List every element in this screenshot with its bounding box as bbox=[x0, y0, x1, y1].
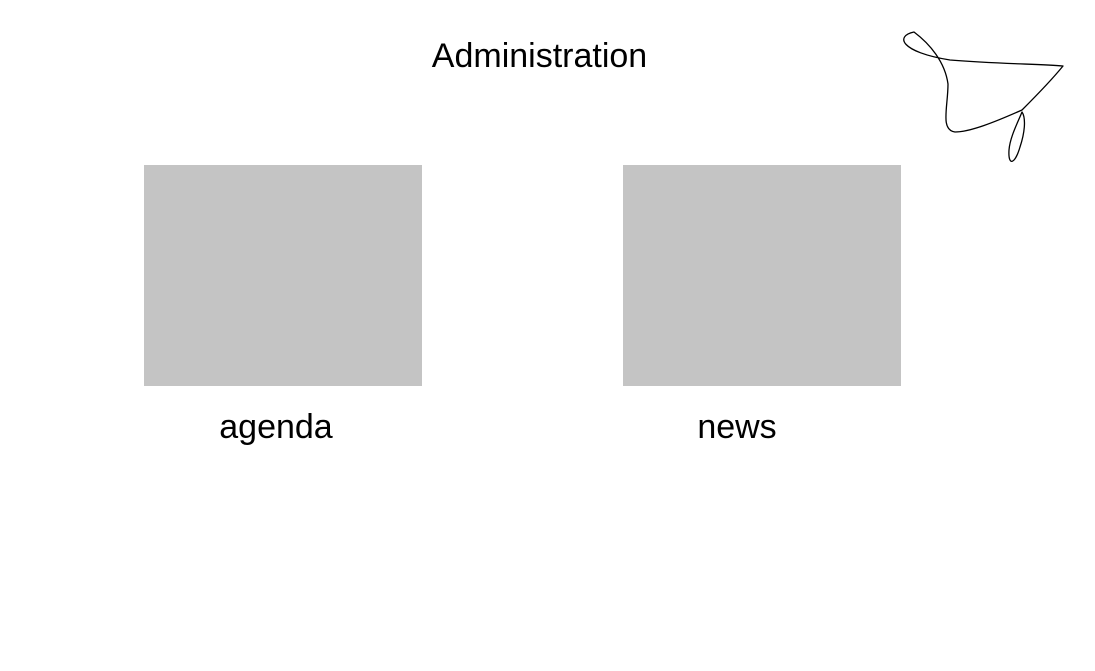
scribble-icon bbox=[903, 31, 1064, 162]
news-tile-label[interactable]: news bbox=[697, 408, 777, 446]
page-title: Administration bbox=[431, 37, 648, 75]
news-tile-image[interactable] bbox=[623, 165, 901, 386]
agenda-tile-label[interactable]: agenda bbox=[219, 408, 333, 446]
agenda-tile-image[interactable] bbox=[144, 165, 422, 386]
